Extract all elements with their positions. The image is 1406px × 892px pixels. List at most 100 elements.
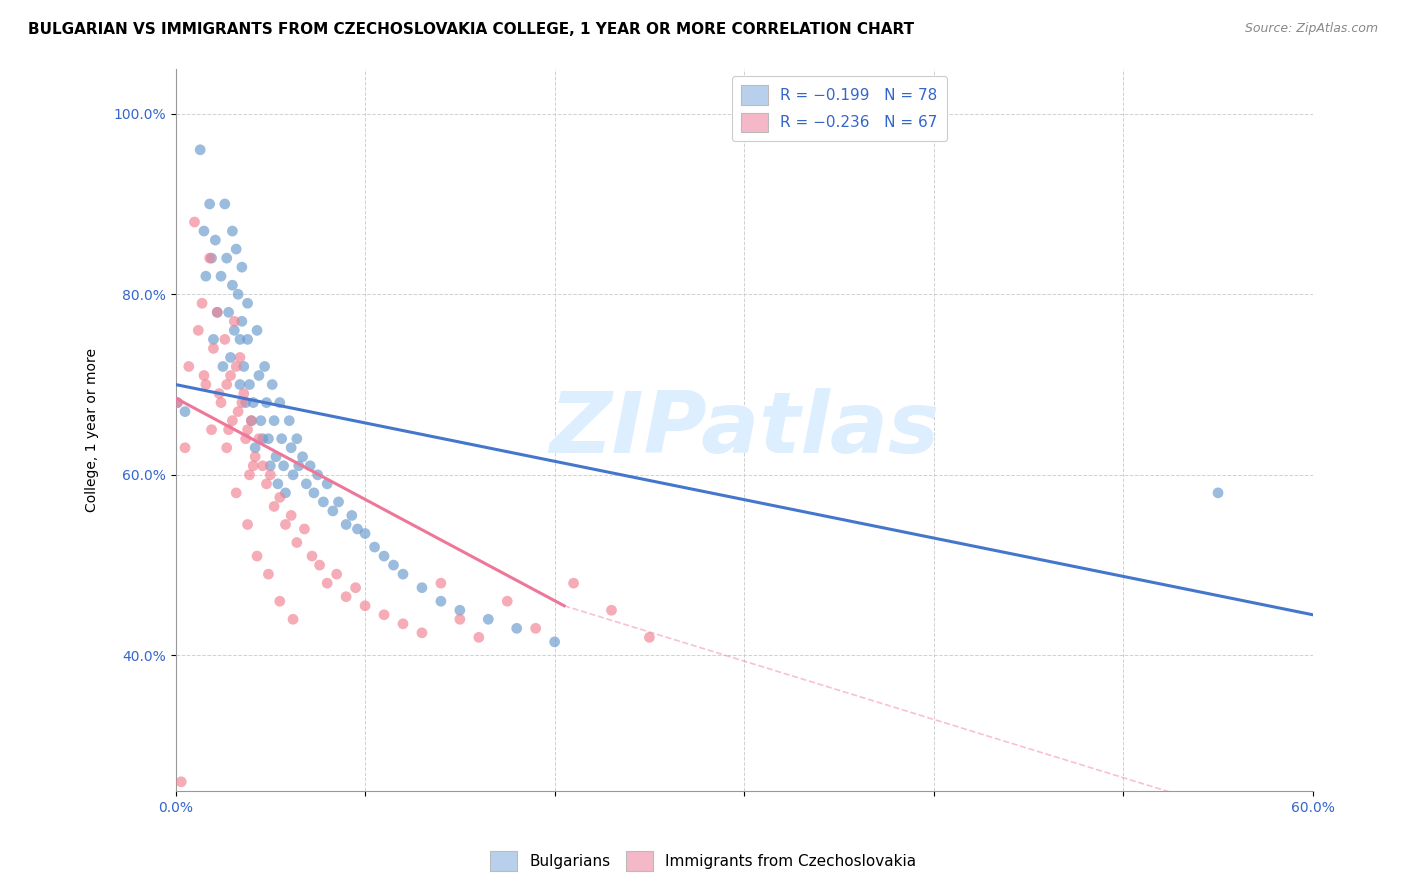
Point [231, 395, 253, 409]
Point [215, 251, 238, 265]
Point [225, 486, 247, 500]
Point [231, 314, 253, 328]
Point [281, 467, 304, 482]
Point [209, 269, 232, 284]
Point [208, 386, 231, 401]
Point [187, 323, 209, 337]
Point [257, 432, 280, 446]
Point [252, 458, 274, 473]
Point [177, 359, 200, 374]
Point [264, 450, 287, 464]
Point [316, 476, 339, 491]
Point [256, 395, 278, 409]
Text: ZIPatlas: ZIPatlas [550, 388, 939, 471]
Point [235, 432, 257, 446]
Point [278, 414, 301, 428]
Point [240, 414, 263, 428]
Point [170, 774, 193, 789]
Point [294, 522, 316, 536]
Point [202, 332, 225, 346]
Point [382, 558, 405, 573]
Point [232, 386, 254, 401]
Point [496, 594, 519, 608]
Point [174, 404, 197, 418]
Point [285, 432, 308, 446]
Point [200, 423, 222, 437]
Point [312, 495, 335, 509]
Point [468, 631, 491, 645]
Point [269, 395, 291, 409]
Point [236, 296, 259, 310]
Point [174, 441, 197, 455]
Point [232, 359, 254, 374]
Point [193, 368, 215, 383]
Point [212, 359, 235, 374]
Point [221, 414, 243, 428]
Point [322, 504, 344, 518]
Point [562, 576, 585, 591]
Point [204, 233, 226, 247]
Point [194, 269, 217, 284]
Point [226, 287, 249, 301]
Point [411, 625, 433, 640]
Point [301, 549, 323, 563]
Point [335, 590, 357, 604]
Point [273, 458, 295, 473]
Point [392, 616, 415, 631]
Point [299, 458, 322, 473]
Point [638, 631, 661, 645]
Point [236, 517, 259, 532]
Point [243, 450, 266, 464]
Point [207, 305, 229, 319]
Point [302, 486, 325, 500]
Point [354, 599, 377, 613]
Point [263, 500, 285, 514]
Point [269, 491, 291, 505]
Point [430, 594, 453, 608]
Point [287, 458, 309, 473]
Point [1206, 486, 1229, 500]
Point [193, 224, 215, 238]
Point [226, 404, 249, 418]
Point [194, 377, 217, 392]
Point [295, 476, 318, 491]
Point [449, 612, 471, 626]
Point [198, 251, 221, 265]
Point [242, 458, 264, 473]
Point [231, 260, 253, 275]
Point [229, 351, 252, 365]
Point [243, 441, 266, 455]
Point [250, 414, 273, 428]
Point [224, 323, 246, 337]
Point [219, 351, 242, 365]
Point [202, 342, 225, 356]
Point [274, 486, 297, 500]
Point [259, 467, 281, 482]
Point [238, 467, 260, 482]
Point [328, 495, 350, 509]
Point [183, 215, 205, 229]
Point [316, 576, 339, 591]
Point [235, 395, 257, 409]
Point [166, 395, 188, 409]
Point [269, 594, 291, 608]
Point [215, 441, 238, 455]
Point [285, 535, 308, 549]
Point [274, 517, 297, 532]
Point [267, 476, 290, 491]
Point [253, 359, 276, 374]
Point [238, 377, 260, 392]
Point [335, 517, 357, 532]
Point [256, 476, 278, 491]
Point [209, 395, 232, 409]
Point [252, 432, 274, 446]
Point [225, 359, 247, 374]
Point [259, 458, 281, 473]
Point [242, 395, 264, 409]
Point [325, 567, 347, 582]
Point [477, 612, 499, 626]
Point [221, 224, 243, 238]
Point [229, 332, 252, 346]
Point [218, 423, 240, 437]
Point [224, 314, 246, 328]
